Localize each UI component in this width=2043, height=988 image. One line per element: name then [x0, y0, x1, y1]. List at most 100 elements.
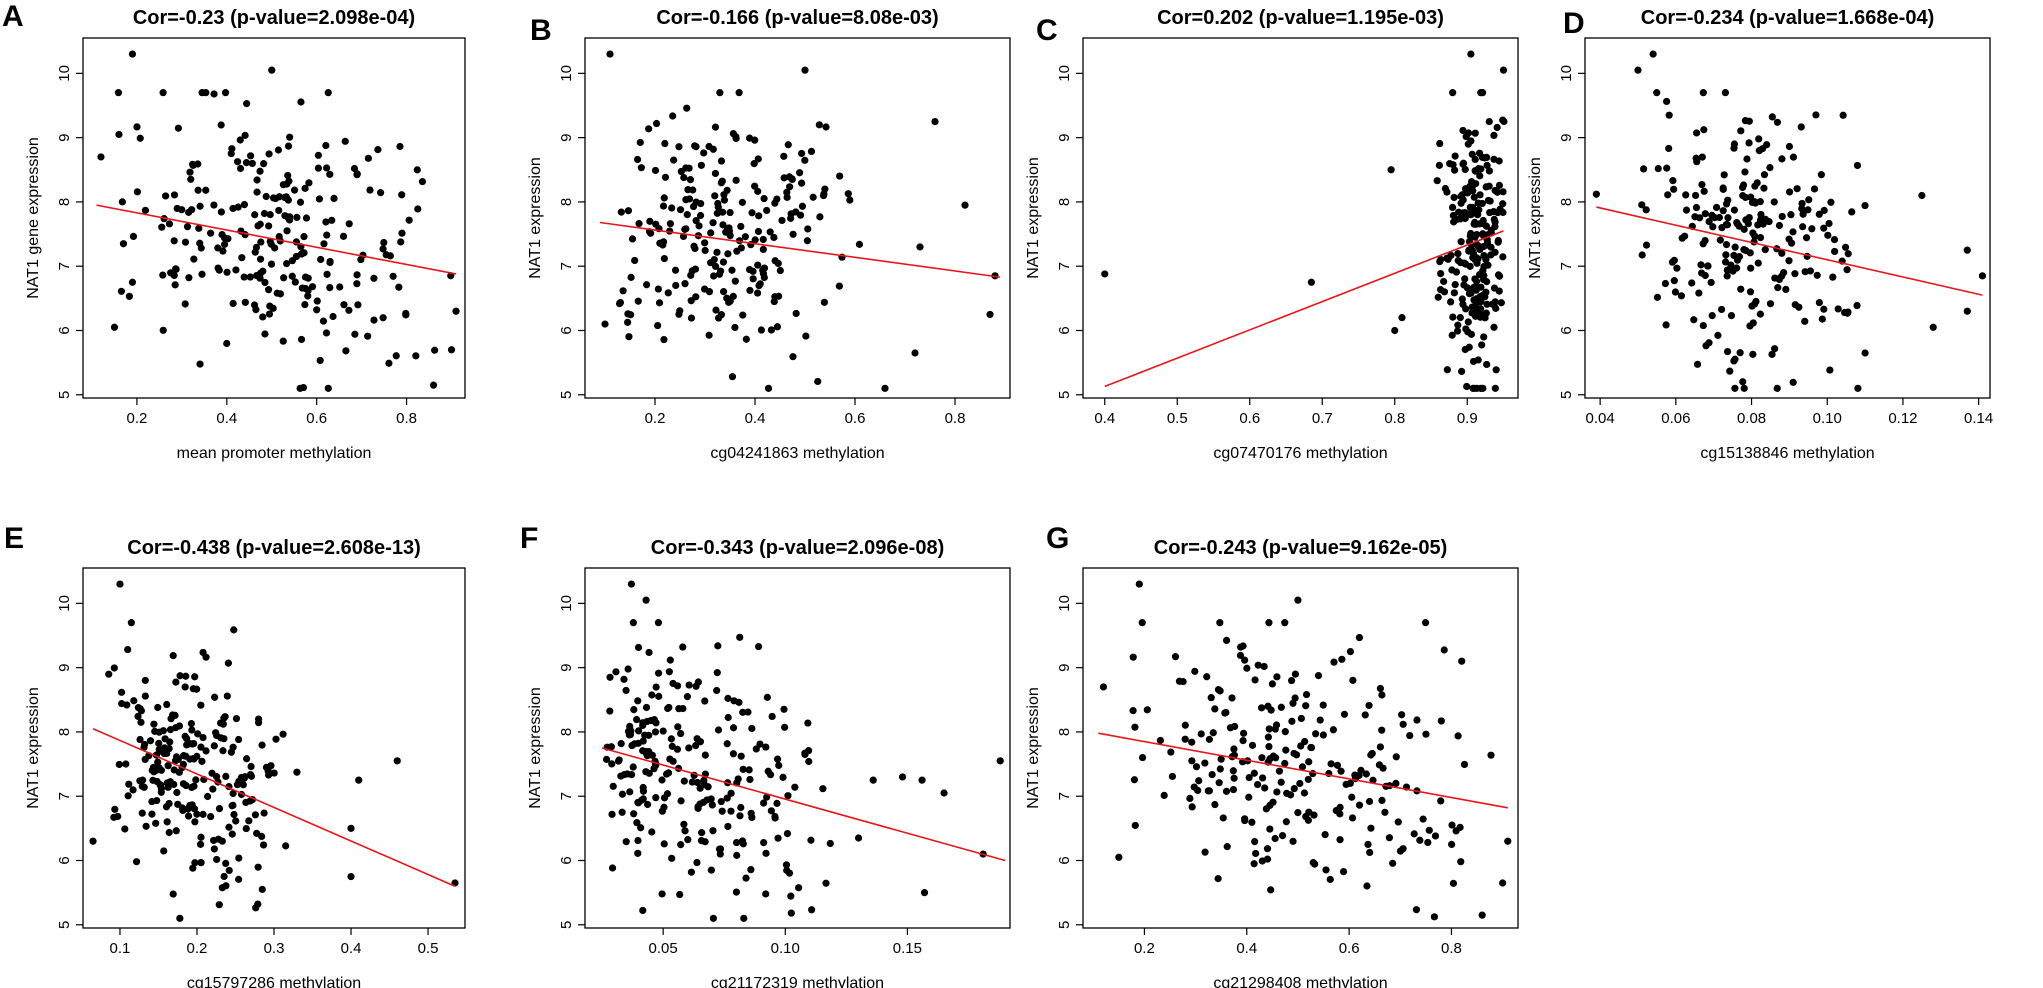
data-point: [1670, 277, 1678, 285]
data-point: [672, 281, 680, 290]
data-point: [1281, 728, 1289, 736]
data-point: [1841, 243, 1850, 251]
data-point: [606, 707, 614, 715]
x-axis-label: mean promoter methylation: [177, 445, 372, 462]
data-point: [676, 206, 685, 214]
data-point: [1339, 867, 1348, 876]
data-point: [1745, 139, 1753, 147]
data-point: [1349, 676, 1357, 684]
data-point: [729, 750, 737, 758]
data-point: [183, 741, 191, 749]
data-point: [1175, 677, 1184, 685]
data-point: [617, 208, 625, 216]
data-point: [1378, 726, 1386, 734]
data-point: [802, 332, 810, 340]
data-point: [258, 832, 266, 841]
data-point: [1698, 180, 1706, 189]
data-point: [1454, 250, 1462, 258]
data-point: [198, 757, 206, 765]
data-point: [1736, 349, 1744, 357]
data-point: [1464, 129, 1473, 137]
data-point: [815, 121, 823, 129]
data-point: [1208, 770, 1216, 779]
data-point: [1376, 684, 1384, 693]
data-point: [1483, 277, 1491, 286]
data-point: [1768, 350, 1776, 358]
data-point: [774, 259, 782, 268]
data-point: [1477, 283, 1485, 291]
data-point: [1929, 323, 1937, 331]
data-point: [1294, 596, 1302, 604]
y-tick-label: 5: [1056, 921, 1073, 929]
data-point: [1355, 801, 1364, 809]
x-tick-label: 0.6: [306, 410, 327, 427]
data-point: [1495, 272, 1504, 280]
data-point: [414, 205, 422, 213]
data-point: [1357, 766, 1365, 774]
data-point: [724, 822, 732, 831]
data-point: [1355, 633, 1364, 642]
data-point: [804, 225, 812, 233]
data-point: [778, 216, 786, 225]
data-point: [692, 741, 700, 750]
data-point: [731, 277, 739, 285]
data-point: [1731, 384, 1739, 392]
data-point: [795, 884, 803, 892]
data-point: [1755, 135, 1763, 143]
data-point: [229, 299, 237, 308]
data-point: [202, 747, 210, 755]
data-point: [228, 145, 236, 153]
data-point: [207, 229, 215, 237]
data-point: [717, 157, 726, 165]
data-point: [1747, 264, 1755, 272]
y-tick-label: 10: [1056, 65, 1073, 82]
data-point: [173, 204, 181, 213]
data-point: [173, 788, 181, 797]
data-point: [219, 720, 227, 728]
data-point: [235, 735, 243, 744]
data-point: [180, 752, 188, 760]
data-point: [1461, 275, 1469, 283]
data-point: [261, 278, 269, 287]
y-tick-label: 10: [558, 65, 575, 82]
regression-line: [92, 727, 456, 887]
data-point: [164, 762, 172, 770]
x-tick-label: 0.4: [1094, 410, 1115, 427]
data-point: [1483, 300, 1491, 308]
data-point: [129, 232, 138, 240]
data-point: [651, 166, 660, 175]
data-point: [1190, 783, 1198, 791]
data-point: [1490, 284, 1499, 292]
data-point: [217, 208, 225, 216]
data-point: [1437, 797, 1445, 805]
data-point: [124, 792, 132, 800]
data-point: [1815, 210, 1823, 218]
data-point: [676, 307, 684, 315]
data-point: [264, 286, 273, 294]
data-point: [728, 373, 737, 381]
data-point: [618, 808, 626, 816]
data-point: [1775, 275, 1783, 284]
data-point: [719, 258, 728, 266]
data-point: [1678, 234, 1686, 242]
data-point: [1265, 725, 1273, 733]
data-point: [193, 685, 201, 693]
data-point: [158, 223, 166, 231]
data-point: [767, 326, 776, 334]
data-point: [744, 708, 752, 716]
data-point: [1261, 784, 1269, 792]
data-point: [631, 256, 639, 265]
data-point: [674, 723, 682, 731]
x-tick-label: 0.08: [1737, 410, 1766, 427]
data-point: [1361, 711, 1369, 719]
data-point: [666, 656, 674, 664]
data-point: [639, 906, 647, 915]
data-point: [791, 783, 799, 791]
plot-frame: [1584, 37, 1991, 399]
data-point: [1216, 619, 1224, 627]
data-point: [1495, 181, 1504, 189]
data-point: [1215, 779, 1223, 787]
data-point: [735, 89, 743, 97]
data-point: [379, 314, 387, 322]
data-point: [175, 722, 184, 730]
